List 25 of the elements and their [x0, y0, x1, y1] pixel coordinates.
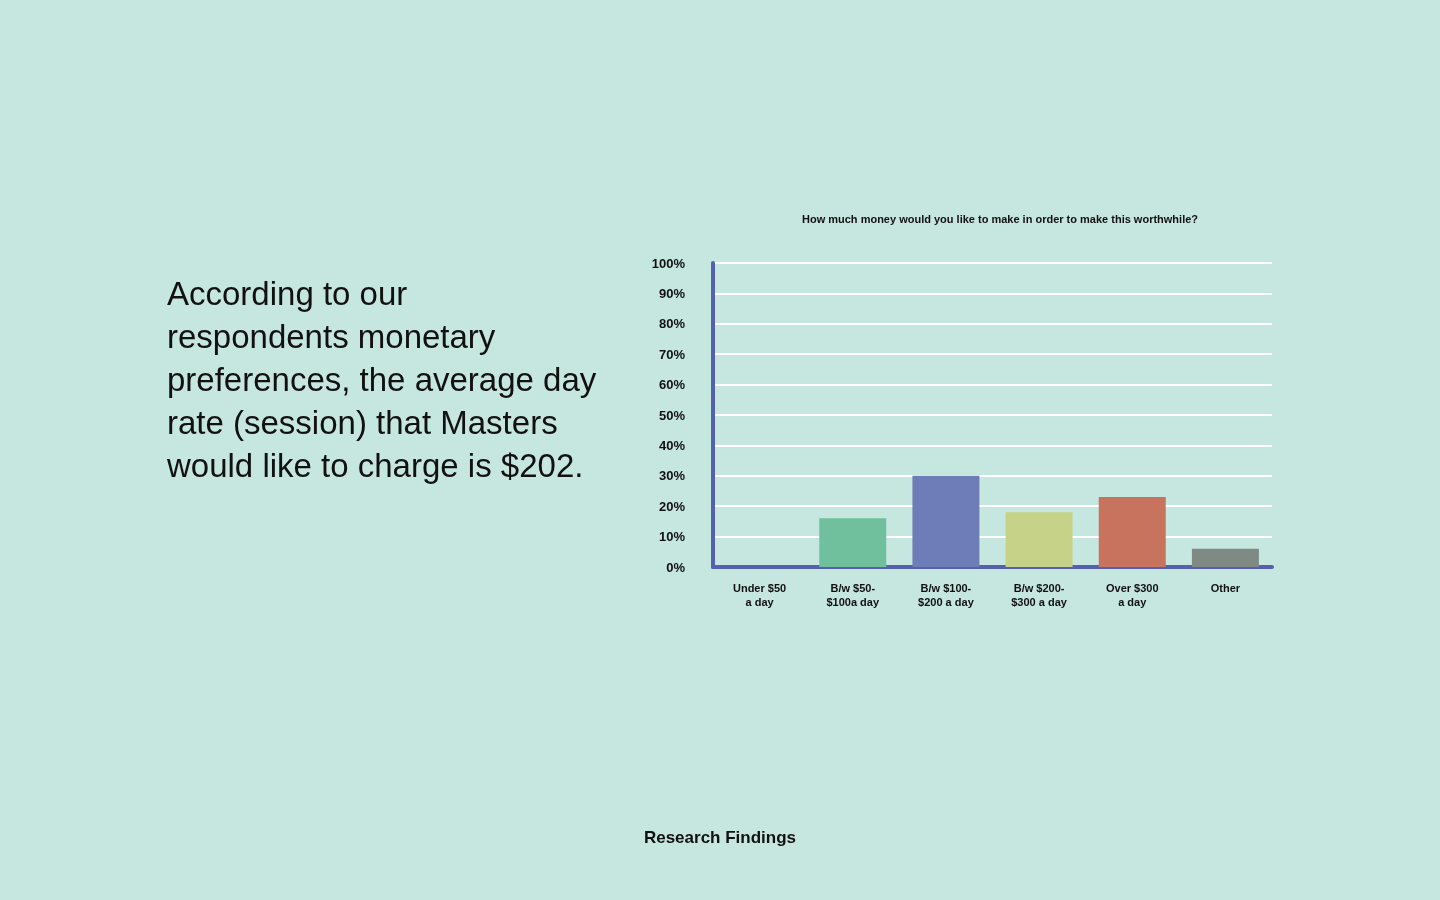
x-tick-label: B/w $200- $300 a day	[1011, 582, 1068, 608]
x-tick-label: B/w $50- $100a day	[826, 582, 880, 608]
text: According to our respondents monetary preferences, the average day rate (session) that Masters would like to charge is $202.	[167, 274, 597, 486]
y-tick-label: 80%	[658, 316, 686, 332]
y-tick-label: 90%	[658, 285, 686, 301]
x-tick-label: Under $50 a day	[732, 582, 787, 608]
y-tick-label: 0%	[666, 559, 686, 575]
bar	[819, 518, 887, 567]
y-tick-label: 10%	[658, 529, 686, 545]
y-tick-label: 50%	[658, 407, 686, 423]
x-tick-label: Other	[1210, 582, 1241, 594]
bar	[912, 475, 980, 567]
y-tick-label: 30%	[658, 468, 686, 484]
x-tick-label: B/w $100- $200 a day	[918, 582, 975, 608]
bar	[1191, 548, 1259, 567]
text: Research Findings	[642, 828, 798, 848]
bar	[1005, 512, 1073, 567]
y-tick-label: 60%	[658, 377, 686, 393]
x-tick-label: Over $300 a day	[1105, 582, 1159, 608]
bar	[1098, 497, 1166, 567]
chart-title: How much money would you like to make in order to make this worthwhile?	[801, 212, 1199, 225]
y-tick-label: 20%	[658, 498, 686, 514]
y-tick-label: 70%	[658, 346, 686, 362]
y-tick-label: 40%	[658, 437, 686, 453]
y-tick-label: 100%	[651, 255, 686, 271]
